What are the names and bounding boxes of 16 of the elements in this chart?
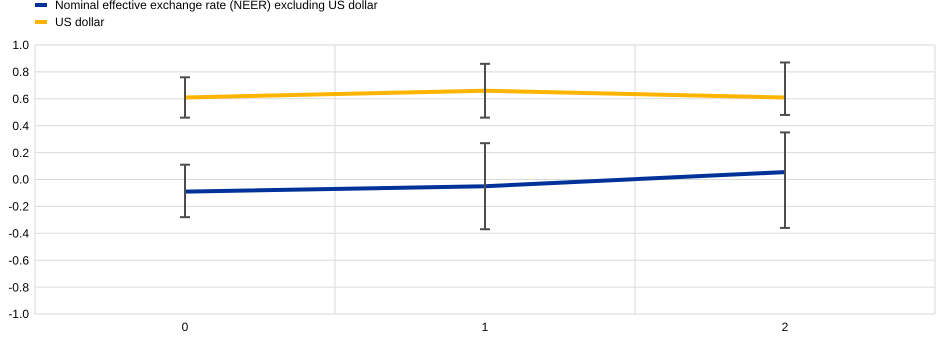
x-tick-label: 0 bbox=[182, 320, 189, 334]
legend-label: Nominal effective exchange rate (NEER) excluding US dollar bbox=[55, 0, 378, 12]
x-tick-label: 1 bbox=[482, 320, 489, 334]
y-tick-label: 0.0 bbox=[12, 172, 30, 187]
y-tick-label: 0.2 bbox=[12, 146, 30, 160]
y-tick-label: 0.8 bbox=[12, 65, 30, 80]
y-tick-label: -0.6 bbox=[8, 253, 30, 268]
x-tick-label: 2 bbox=[782, 320, 789, 334]
y-tick-label: 0.4 bbox=[12, 118, 30, 133]
legend-label: US dollar bbox=[55, 15, 104, 30]
y-tick-label: -1.0 bbox=[8, 307, 30, 322]
y-tick-label: -0.4 bbox=[8, 226, 30, 240]
y-tick-label: -0.2 bbox=[8, 200, 30, 214]
y-tick-label: 0.6 bbox=[12, 92, 30, 106]
y-tick-label: 1.0 bbox=[12, 38, 30, 52]
y-tick-label: -0.8 bbox=[8, 280, 30, 294]
